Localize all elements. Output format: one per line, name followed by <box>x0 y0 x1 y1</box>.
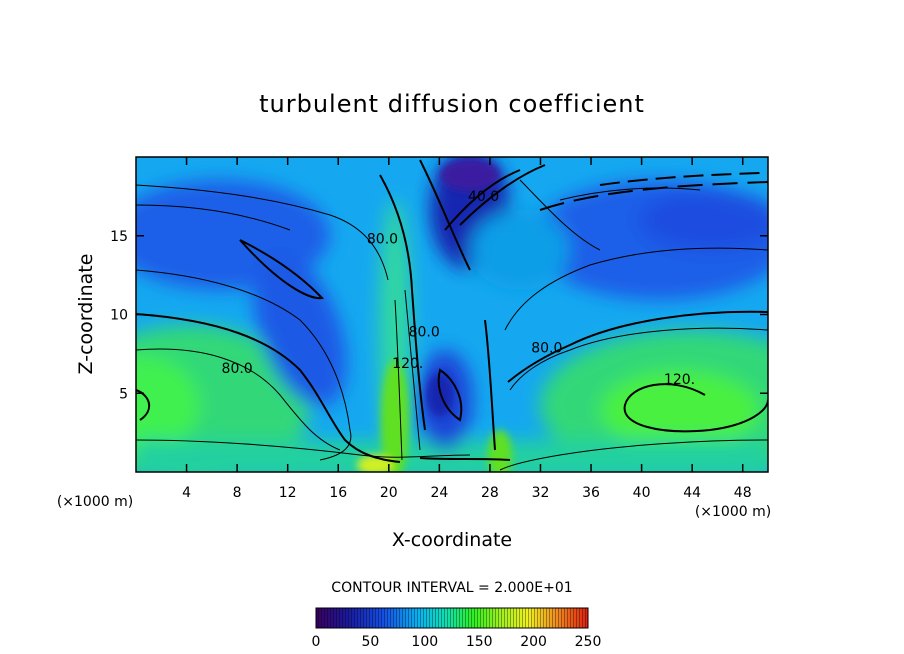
colorbar-tick-label: 50 <box>361 634 379 650</box>
colorbar-tick-label: 150 <box>466 634 493 650</box>
contour-label: 80.0 <box>531 340 562 356</box>
colorbar-ticks: 0 50 100 150 200 250 <box>312 634 602 650</box>
y-tick-label: 10 <box>110 308 128 324</box>
colorbar-tick-label: 0 <box>312 634 321 650</box>
x-tick-label: 44 <box>683 485 701 501</box>
colorbar-tick-label: 250 <box>575 634 602 650</box>
x-unit-left: (×1000 m) <box>57 494 133 510</box>
colorbar <box>315 607 589 629</box>
x-tick-label: 12 <box>279 485 297 501</box>
x-axis: 4 8 12 16 20 24 28 32 36 40 44 48 <box>182 157 752 501</box>
x-tick-label: 36 <box>582 485 600 501</box>
x-tick-label: 8 <box>233 485 242 501</box>
contour-labels: 80.0 40.0 80.0 120. 80.0 80.0 120. <box>222 189 696 388</box>
contour-label: 80.0 <box>222 361 253 377</box>
colorbar-tick-label: 200 <box>520 634 547 650</box>
contour-label: 80.0 <box>367 232 398 248</box>
heatmap-field: 80.0 40.0 80.0 120. 80.0 80.0 120. <box>136 157 768 472</box>
y-tick-label: 15 <box>110 229 128 245</box>
y-axis: 5 10 15 <box>110 229 768 402</box>
contour-interval-text: CONTOUR INTERVAL = 2.000E+01 <box>331 580 572 596</box>
x-tick-label: 4 <box>182 485 191 501</box>
x-tick-label: 40 <box>633 485 651 501</box>
y-axis-label: Z-coordinate <box>75 254 97 375</box>
contour-label: 120. <box>392 356 423 372</box>
x-tick-label: 24 <box>430 485 448 501</box>
colorbar-tick-label: 100 <box>411 634 438 650</box>
x-tick-label: 28 <box>481 485 499 501</box>
x-axis-label: X-coordinate <box>392 529 512 551</box>
chart-title: turbulent diffusion coefficient <box>259 90 645 118</box>
x-tick-label: 16 <box>329 485 347 501</box>
contour-label: 40.0 <box>468 189 499 205</box>
x-tick-label: 32 <box>532 485 550 501</box>
contour-label: 80.0 <box>409 325 440 341</box>
y-tick-label: 5 <box>119 386 128 402</box>
x-tick-label: 20 <box>380 485 398 501</box>
x-tick-label: 48 <box>734 485 752 501</box>
x-unit-right: (×1000 m) <box>695 504 771 520</box>
contour-label: 120. <box>664 372 695 388</box>
